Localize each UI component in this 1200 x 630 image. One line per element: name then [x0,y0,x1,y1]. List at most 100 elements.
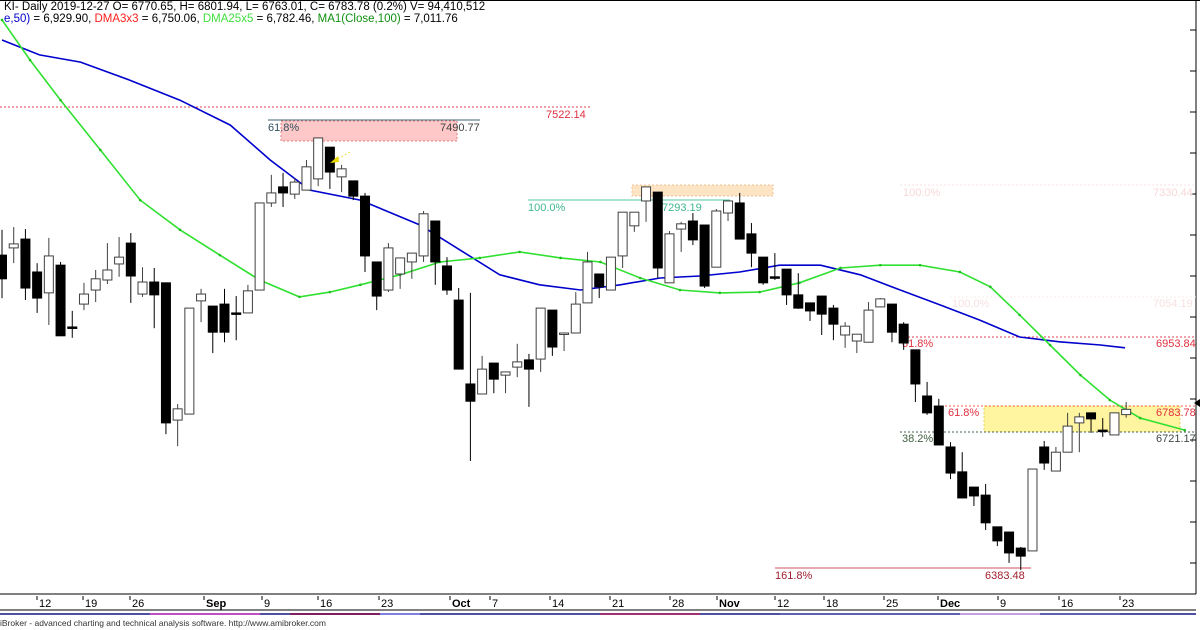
x-axis-tick-label: 9 [1000,598,1006,610]
dma25x5-point [99,148,102,152]
candle [687,212,698,246]
candle [114,237,125,277]
dma25x5-point [478,256,482,260]
candle-body-up [641,186,652,202]
candle-body-up [1121,408,1132,416]
dma25x5-point [1018,313,1021,317]
dma25x5-point [28,58,32,62]
candle [67,310,78,338]
candle [207,305,218,354]
candle [875,298,886,308]
dma25x5-point [958,270,962,274]
candle-body-down [20,238,31,289]
candle [266,174,277,207]
candle [430,220,441,285]
candle-body-down [687,220,698,241]
x-axis-tick-label: 19 [85,598,97,610]
candle-body-up [114,256,125,265]
candle-body-up [102,269,113,281]
candle [313,137,324,187]
candle-body-up [1027,468,1038,552]
dma25x5-point [59,98,62,102]
candle [758,256,769,285]
ma100-value: = 7,011.76 [400,13,458,25]
dma25x5-point [758,290,761,294]
candle-body-up [8,243,19,249]
candle-body-down [1015,547,1026,557]
fib-618-top-pct: 61.8% [268,122,299,134]
fib-1618-price: 6383.48 [985,570,1025,582]
candle [278,172,289,207]
x-axis-tick-label: 18 [826,598,838,610]
x-axis-tick-label: 21 [612,598,624,610]
candle [254,202,265,291]
candle-body-up [723,200,734,214]
fib-618-c-pct: 61.8% [948,407,979,419]
dma25x5-point [918,263,922,267]
candle [1062,412,1073,453]
candle [125,233,136,303]
x-axis-tick-label: Sep [206,598,226,610]
candle-body-up [500,371,511,376]
header-indicator-line: e,50) = 6,929.90, DMA3x3 = 6,750.06, DMA… [4,13,458,25]
candle-body-down [125,242,136,277]
candle [804,302,815,321]
candle [20,229,31,301]
dma25x5-point [878,263,882,267]
x-axis-tick-label: 25 [886,598,898,610]
candle-body-down [804,302,815,312]
candle-body-up [676,223,687,230]
fib-618-b-pct: 61.8% [902,338,933,350]
candle-body-down [360,195,371,257]
candle-body-down [992,526,1003,542]
candle [1097,418,1108,437]
candle [488,362,499,394]
candle [137,267,148,297]
fib-618-c-price: 6783.78 [1156,407,1196,419]
candle-body-up [711,210,722,268]
candle [500,371,511,394]
candle-body-down [758,256,769,284]
fib-382-c-price: 6721.17 [1156,433,1196,445]
candle-body-down [734,202,745,240]
candle [160,282,171,435]
candle [594,273,605,299]
candle [910,349,921,403]
candle-body-down [1039,446,1050,464]
candle [102,243,113,285]
candle [453,288,464,370]
dma25x5-point [359,283,362,287]
candle-body-down [828,307,839,325]
candle-body-down [160,282,171,424]
candle-body-up [875,298,886,308]
candle [465,292,476,462]
fib-1618-pct: 161.8% [775,570,813,582]
candle [980,483,991,531]
dma25x5-point [298,295,301,299]
candle-body-up [1074,416,1085,424]
dma25-value: = 6,782.46, [253,13,318,25]
candle-body-up [582,261,593,304]
candle-body-down [55,264,66,337]
candle-body-down [910,349,921,385]
candle [231,296,242,341]
candle [90,269,101,303]
candle [78,282,89,311]
fib-100-price: 7293.19 [662,202,702,214]
candle [406,252,417,279]
x-axis-tick-label: 12 [39,598,51,610]
dma25x5-point [638,276,642,280]
candle [547,309,558,356]
candle-body-down [453,299,464,370]
fib-100-pct: 100.0% [528,202,566,214]
candle [945,442,956,480]
candle [641,186,652,222]
dma25x5-point [328,290,332,294]
candle [535,307,546,372]
fib-618-top-price: 7490.77 [440,122,480,134]
candle [149,267,160,329]
candle-body-down [652,191,663,269]
candle [371,261,382,311]
candle-body-up [851,333,862,342]
